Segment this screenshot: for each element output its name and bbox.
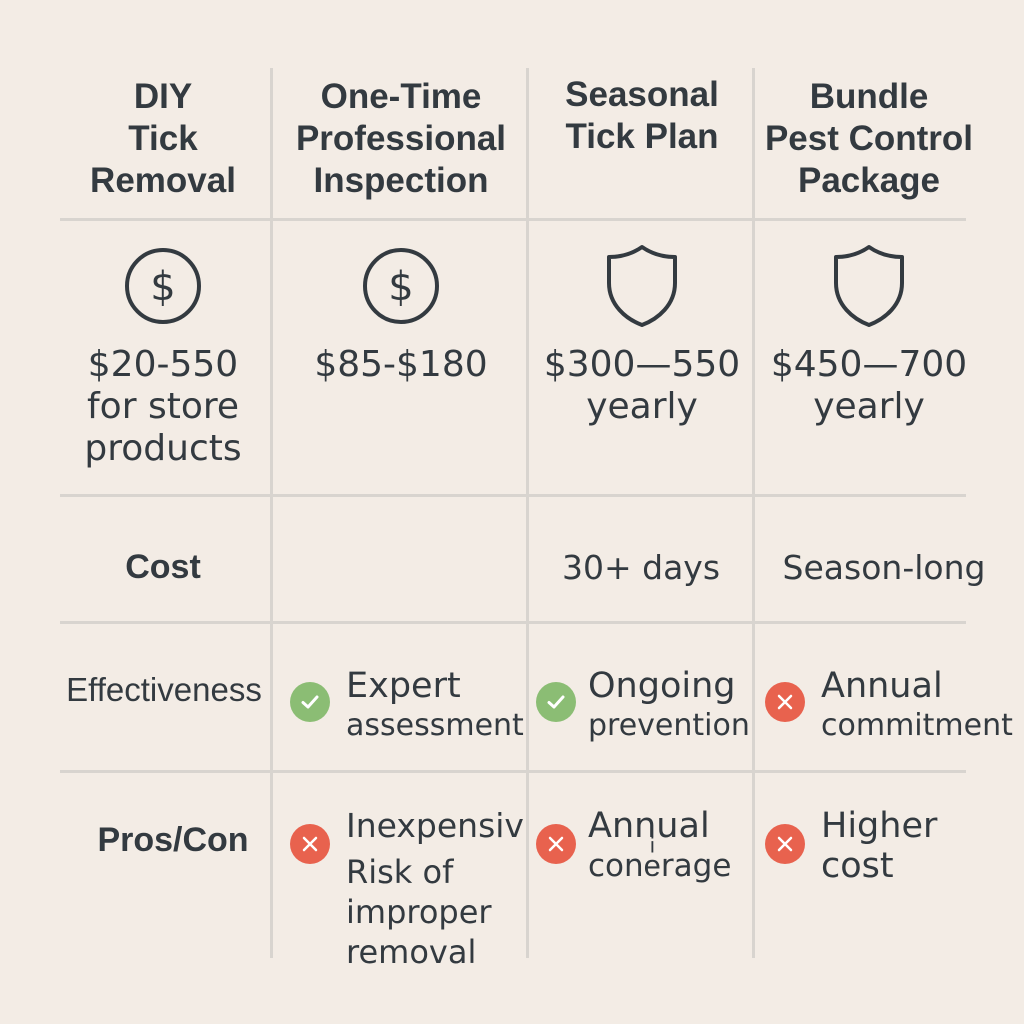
header-line: DIY — [133, 77, 193, 116]
row-label-effectiveness: Effectiveness — [52, 645, 276, 735]
dollar-icon: $ — [123, 240, 203, 332]
header-line: One-Time — [320, 77, 482, 116]
grid-line — [270, 68, 273, 958]
header-line: Bundle — [809, 77, 929, 116]
feature-subtitle: commitment — [821, 708, 1013, 743]
header-one-time: One-Time Professional Inspection — [276, 74, 526, 204]
cross-icon — [765, 682, 805, 722]
header-line: Tick — [128, 119, 198, 158]
shield-icon — [604, 240, 680, 332]
row-label-cost: Cost — [56, 522, 270, 612]
svg-text:$: $ — [388, 264, 413, 310]
grid-line — [60, 494, 966, 497]
price-seasonal: $300—550 yearly — [532, 240, 752, 428]
feature-title: Expert — [346, 666, 461, 706]
pros-cons-one-time: Inexpensiv Risk of improper removal — [290, 806, 524, 972]
check-icon — [536, 682, 576, 722]
feature-line: cost — [821, 846, 894, 886]
pros-cons-bundle: Higher cost — [765, 806, 937, 886]
cross-icon — [765, 824, 805, 864]
row-label-pros-cons: Pros/Con — [70, 795, 276, 885]
price-line: products — [84, 428, 242, 469]
effectiveness-bundle: Annual commitment — [765, 666, 1013, 746]
cost-seasonal: 30+ days — [530, 522, 752, 612]
cross-icon — [536, 824, 576, 864]
feature-line: Inexpensiv — [346, 806, 524, 845]
header-diy: DIY Tick Removal — [56, 74, 270, 204]
feature-line: improper — [346, 893, 492, 931]
price-line: $300—550 — [543, 344, 741, 385]
price-bundle: $450—700 yearly — [756, 240, 982, 428]
row-label: Cost — [125, 547, 201, 586]
feature-line: Risk of — [346, 853, 454, 891]
header-line: Pest Control — [764, 119, 974, 158]
header-line: Package — [797, 161, 941, 200]
grid-line — [60, 621, 966, 624]
row-label: Effectiveness — [66, 671, 262, 708]
header-line: Seasonal — [565, 75, 719, 114]
svg-text:$: $ — [150, 264, 175, 310]
header-line: Removal — [90, 161, 236, 200]
header-seasonal: Seasonal Tick Plan — [532, 74, 752, 204]
price-line: $85-$180 — [314, 344, 488, 385]
duration-value: Season-long — [782, 547, 986, 587]
pros-cons-seasonal: Annual coneͥrage — [536, 806, 731, 886]
dollar-icon: $ — [361, 240, 441, 332]
cross-icon — [290, 824, 330, 864]
feature-line: removal — [346, 933, 477, 971]
feature-title: Annual — [821, 666, 943, 706]
header-line: Tick Plan — [565, 117, 719, 156]
cost-bundle: Season-long — [756, 522, 1012, 612]
check-icon — [290, 682, 330, 722]
effectiveness-seasonal: Ongoing prevention — [536, 666, 750, 746]
header-bundle: Bundle Pest Control Package — [756, 74, 982, 204]
feature-line: coneͥrage — [588, 848, 732, 884]
row-label: Pros/Con — [97, 820, 249, 859]
shield-icon — [831, 240, 907, 332]
grid-line — [526, 68, 529, 958]
feature-title: Ongoing — [588, 666, 736, 706]
duration-value: 30+ days — [561, 547, 721, 587]
price-line: $450—700 — [770, 344, 968, 385]
price-line: $20-550 — [87, 344, 239, 385]
feature-line: Higher — [821, 806, 938, 846]
effectiveness-one-time: Expert assessment — [290, 666, 524, 746]
price-one-time: $ $85-$180 — [276, 240, 526, 386]
header-line: Professional — [295, 119, 507, 158]
grid-line — [60, 770, 966, 773]
grid-line — [60, 218, 966, 221]
price-diy: $ $20-550 for store products — [56, 240, 270, 470]
price-line: yearly — [813, 386, 925, 427]
price-line: for store — [87, 386, 239, 427]
feature-line: Annual — [588, 806, 710, 846]
price-line: yearly — [586, 386, 698, 427]
feature-subtitle: prevention — [588, 708, 750, 743]
feature-subtitle: assessment — [346, 708, 524, 743]
grid-line — [752, 68, 755, 958]
header-line: Inspection — [313, 161, 489, 200]
